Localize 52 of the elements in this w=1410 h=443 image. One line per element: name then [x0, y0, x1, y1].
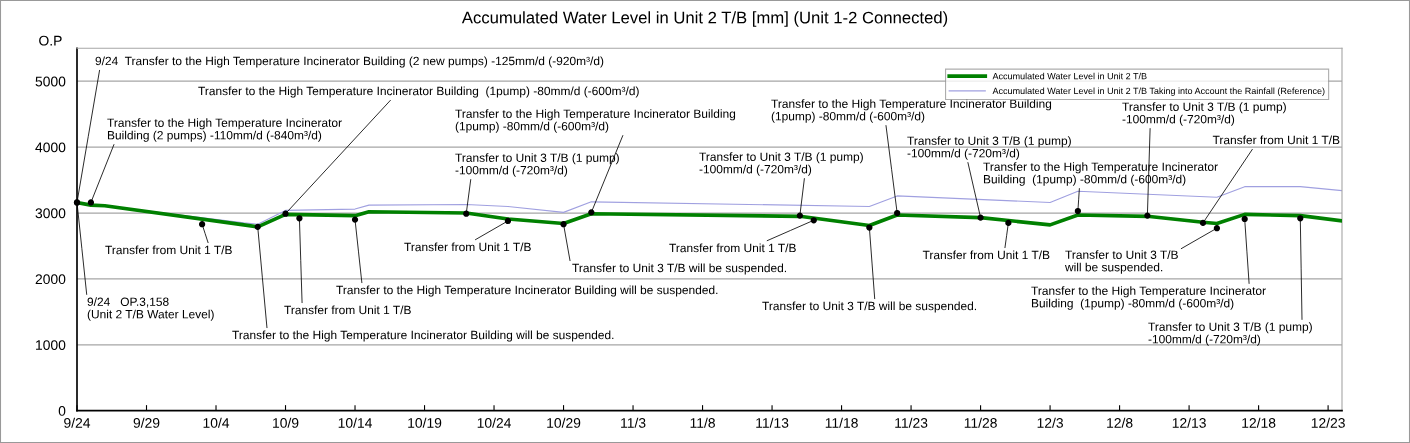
legend-label: Accumulated Water Level in Unit 2 T/B Taking into Account the Rainfall (Reference): [992, 87, 1325, 96]
annotation: 9/24 Transfer to the High Temperature Incinerator Building (2 new pumps) -125mm/d (-920m³/d): [95, 56, 604, 68]
annotation: Transfer to Unit 3 T/B will be suspended.: [1064, 250, 1178, 274]
y-tick-label: 1000: [36, 340, 66, 350]
annotation: Transfer from Unit 1 T/B: [1212, 135, 1340, 145]
annotation: Transfer to Unit 3 T/B will be suspended.: [762, 301, 977, 313]
annotation: Transfer to the High Temperature Incinerator Building (1pump) -80mm/d (-600m³/d): [1031, 286, 1266, 310]
annotation: Transfer to Unit 3 T/B will be suspended.: [572, 263, 787, 275]
annotation: Transfer to Unit 3 T/B (1 pump) -100mm/d (-720m³/d): [1148, 322, 1312, 346]
y-tick-label: 4000: [35, 142, 66, 153]
y-axis-title: O.P: [39, 35, 62, 46]
x-tick-label: 9/29: [133, 417, 160, 428]
annotation: Transfer from Unit 1 T/B: [284, 305, 411, 315]
annotation: Transfer from Unit 1 T/B: [922, 250, 1050, 260]
y-tick-label: 2000: [35, 274, 66, 285]
y-tick-label: 0: [58, 406, 66, 416]
x-tick-label: 10/14: [338, 417, 372, 428]
annotation: Transfer to Unit 3 T/B (1 pump) -100mm/d (-720m³/d): [455, 153, 619, 177]
annotation: Transfer to the High Temperature Incinerator Building (1pump) -80mm/d (-600m³/d): [455, 109, 736, 133]
x-tick-label: 9/24: [64, 417, 91, 428]
x-tick-label: 12/3: [1037, 417, 1063, 428]
annotation: Transfer to the High Temperature Incinerator Building will be suspended.: [336, 285, 718, 297]
x-tick-label: 10/19: [408, 417, 442, 428]
annotation: Transfer from Unit 1 T/B: [669, 243, 796, 253]
annotation: Transfer to Unit 3 T/B (1 pump) -100mm/d (-720m³/d): [699, 152, 863, 176]
legend-label: Accumulated Water Level in Unit 2 T/B: [992, 72, 1147, 80]
chart-title: Accumulated Water Level in Unit 2 T/B [mm] (Unit 1-2 Connected): [461, 11, 948, 27]
annotation: 9/24 OP.3,158 (Unit 2 T/B Water Level): [87, 297, 214, 321]
x-tick-label: 10/29: [547, 417, 581, 428]
x-tick-label: 10/4: [203, 417, 230, 428]
annotation: Transfer to the High Temperature Incinerator Building will be suspended.: [232, 330, 614, 342]
x-tick-label: 11/13: [756, 417, 789, 428]
x-tick-label: 12/13: [1172, 417, 1206, 428]
annotation: Transfer from Unit 1 T/B: [105, 245, 232, 255]
x-tick-label: 10/24: [477, 417, 512, 428]
annotation: Transfer to the High Temperature Incinerator Building (1pump) -80mm/d (-600m³/d): [771, 99, 1052, 123]
annotation: Transfer to Unit 3 T/B (1 pump) -100mm/d (-720m³/d): [1122, 102, 1286, 126]
x-tick-label: 11/23: [895, 417, 928, 428]
annotation: Transfer to the High Temperature Incinerator Building (2 pumps) -110mm/d (-840m³/d): [107, 118, 342, 142]
x-tick-label: 12/18: [1242, 417, 1276, 428]
x-tick-label: 11/8: [690, 417, 715, 428]
x-tick-label: 11/3: [621, 417, 646, 428]
annotation: Transfer to Unit 3 T/B (1 pump) -100mm/d (-720m³/d): [907, 136, 1071, 160]
x-tick-label: 12/8: [1107, 417, 1133, 428]
x-tick-label: 12/23: [1311, 417, 1345, 428]
x-tick-label: 10/9: [273, 417, 299, 428]
annotation: Transfer to the High Temperature Incinerator Building (1pump) -80mm/d (-600m³/d): [198, 86, 639, 98]
x-tick-label: 11/28: [964, 417, 997, 428]
y-tick-label: 5000: [35, 76, 66, 87]
x-tick-label: 11/18: [825, 417, 858, 428]
annotation: Transfer from Unit 1 T/B: [404, 242, 531, 252]
y-tick-label: 3000: [35, 208, 66, 219]
